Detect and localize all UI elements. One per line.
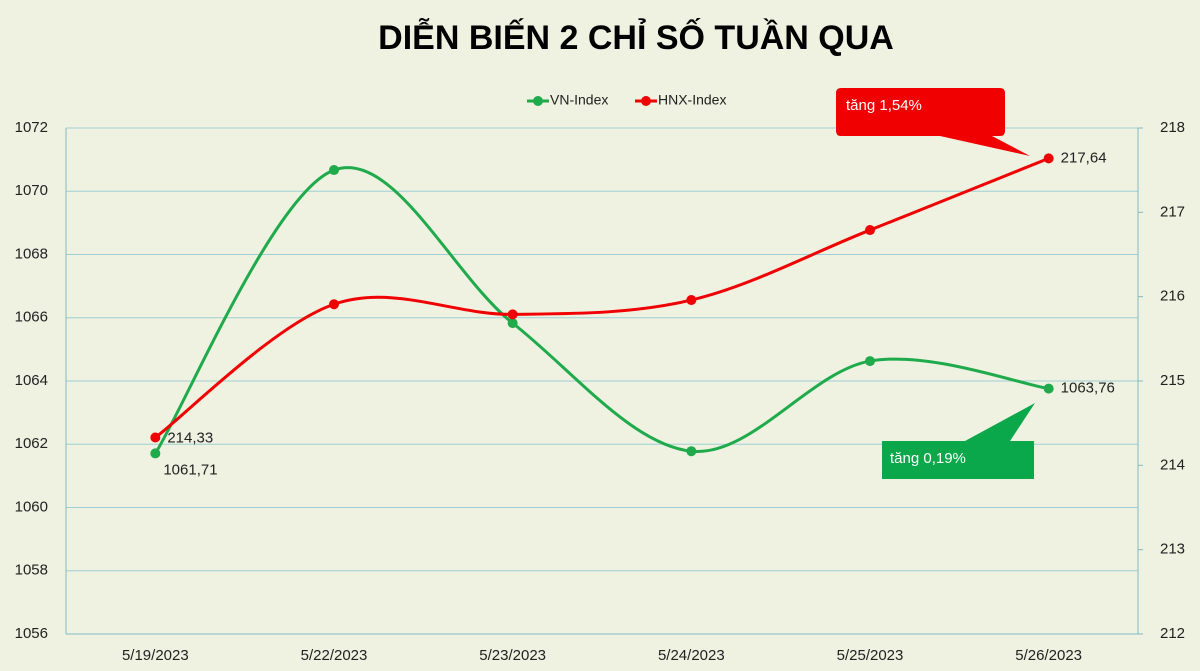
y-tick-label: 1068 [15,245,48,262]
point [865,356,875,367]
y2-tick-label: 218 [1160,119,1185,136]
legend-label: VN-Index [550,92,608,108]
data-label: 214,33 [167,429,213,446]
x-tick-label: 5/23/2023 [479,647,546,664]
legend-label: HNX-Index [658,92,726,108]
y-tick-label: 1070 [15,182,48,199]
y2-tick-label: 214 [1160,456,1185,473]
point [686,295,697,306]
legend-marker [533,96,543,106]
x-tick-label: 5/26/2023 [1015,647,1082,664]
point [150,448,161,459]
data-label: 1061,71 [163,461,217,478]
y-tick-label: 1064 [15,372,48,389]
y-tick-label: 1072 [15,119,48,136]
point [507,309,518,320]
point [329,165,339,176]
y2-tick-label: 217 [1160,203,1185,220]
point [150,432,161,443]
y-tick-label: 1062 [15,435,48,452]
y-tick-label: 1060 [15,498,48,515]
series-line [154,166,1049,455]
callout [882,403,1035,479]
annotation: tăng 0,19% [890,450,966,467]
y2-tick-label: 212 [1160,625,1185,642]
y2-tick-label: 216 [1160,288,1185,305]
point [1043,383,1054,394]
point [1043,153,1054,164]
point [507,318,518,329]
callout [836,88,1030,156]
y-tick-label: 1066 [15,309,48,326]
x-tick-label: 5/19/2023 [122,647,189,664]
series-line [154,156,1050,439]
x-tick-label: 5/24/2023 [658,647,725,664]
point [865,225,875,236]
annotation: tăng 1,54% [846,97,922,114]
x-tick-label: 5/22/2023 [301,647,368,664]
chart-title: DIỄN BIẾN 2 CHỈ SỐ TUẦN QUA [378,18,894,57]
y-tick-label: 1056 [15,625,48,642]
point [686,446,697,457]
point [329,299,339,310]
y2-tick-label: 213 [1160,541,1185,558]
y-tick-label: 1058 [15,562,48,579]
x-tick-label: 5/25/2023 [837,647,904,664]
y2-tick-label: 215 [1160,372,1185,389]
data-label: 1063,76 [1061,380,1115,397]
legend-marker [641,96,651,106]
data-label: 217,64 [1061,149,1107,166]
